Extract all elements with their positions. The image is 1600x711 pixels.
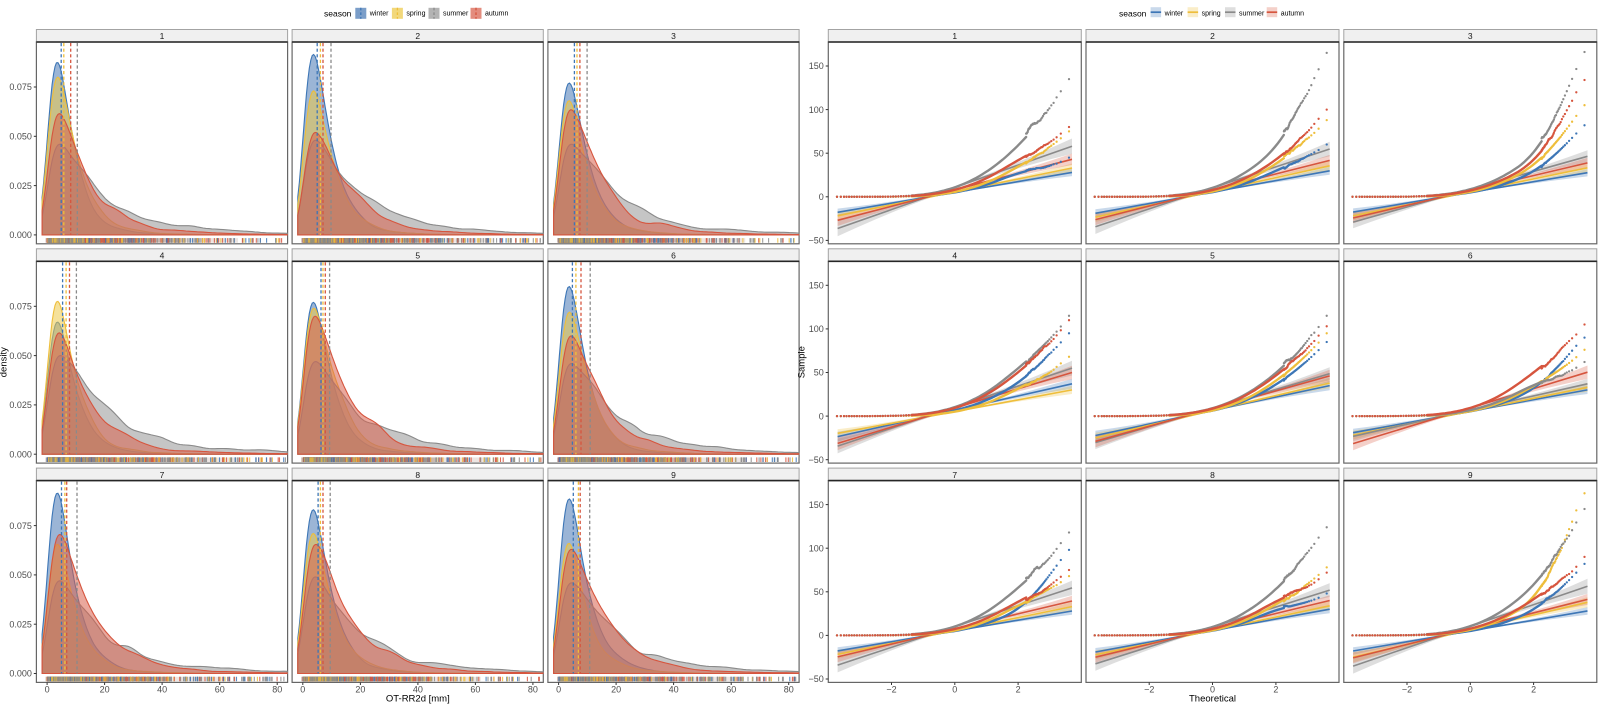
svg-text:−50: −50	[809, 674, 824, 684]
svg-text:80: 80	[528, 685, 538, 695]
svg-text:5: 5	[415, 251, 420, 261]
svg-text:autumn: autumn	[485, 11, 508, 18]
svg-text:season: season	[324, 8, 352, 18]
svg-text:0.000: 0.000	[9, 449, 32, 459]
svg-text:0.025: 0.025	[9, 181, 32, 191]
svg-text:60: 60	[726, 685, 736, 695]
svg-text:100: 100	[809, 324, 824, 334]
svg-text:summer: summer	[1239, 11, 1265, 18]
svg-text:40: 40	[669, 685, 679, 695]
svg-text:50: 50	[814, 148, 824, 158]
svg-text:4: 4	[952, 251, 957, 261]
svg-text:spring: spring	[1202, 11, 1221, 18]
svg-text:150: 150	[809, 281, 824, 291]
svg-text:40: 40	[413, 685, 423, 695]
svg-text:3: 3	[1468, 31, 1473, 41]
svg-text:autumn: autumn	[1281, 11, 1304, 18]
svg-text:0.075: 0.075	[9, 302, 32, 312]
svg-text:20: 20	[611, 685, 621, 695]
svg-text:60: 60	[470, 685, 480, 695]
svg-text:50: 50	[814, 368, 824, 378]
svg-text:Sample: Sample	[797, 346, 808, 378]
svg-text:2: 2	[1273, 685, 1278, 695]
svg-text:8: 8	[1210, 470, 1215, 480]
svg-text:0.075: 0.075	[9, 521, 32, 531]
svg-text:50: 50	[814, 587, 824, 597]
svg-text:3: 3	[671, 31, 676, 41]
svg-text:8: 8	[415, 470, 420, 480]
svg-text:2: 2	[1016, 685, 1021, 695]
svg-text:0.000: 0.000	[9, 669, 32, 679]
svg-text:60: 60	[215, 685, 225, 695]
svg-text:150: 150	[809, 61, 824, 71]
svg-text:5: 5	[1210, 251, 1215, 261]
svg-text:0: 0	[819, 411, 824, 421]
svg-text:Theoretical: Theoretical	[1189, 694, 1236, 705]
svg-text:2: 2	[415, 31, 420, 41]
svg-text:winter: winter	[1164, 11, 1184, 18]
svg-text:0: 0	[952, 685, 957, 695]
svg-text:0.050: 0.050	[9, 570, 32, 580]
svg-text:−2: −2	[1144, 685, 1154, 695]
svg-text:density: density	[0, 347, 10, 377]
svg-text:100: 100	[809, 105, 824, 115]
svg-text:40: 40	[157, 685, 167, 695]
svg-text:0: 0	[819, 192, 824, 202]
svg-text:0.050: 0.050	[9, 351, 32, 361]
svg-text:summer: summer	[443, 11, 469, 18]
svg-text:2: 2	[1210, 31, 1215, 41]
svg-text:1: 1	[952, 31, 957, 41]
svg-text:0: 0	[556, 685, 561, 695]
svg-text:0.050: 0.050	[9, 132, 32, 142]
svg-text:0.075: 0.075	[9, 82, 32, 92]
svg-text:season: season	[1119, 8, 1147, 18]
svg-text:−2: −2	[886, 685, 896, 695]
svg-text:0.025: 0.025	[9, 400, 32, 410]
svg-text:2: 2	[1531, 685, 1536, 695]
svg-text:OT-RR2d [mm]: OT-RR2d [mm]	[386, 694, 450, 705]
svg-text:6: 6	[1468, 251, 1473, 261]
svg-text:7: 7	[952, 470, 957, 480]
svg-text:0: 0	[300, 685, 305, 695]
svg-text:80: 80	[272, 685, 282, 695]
svg-text:spring: spring	[406, 11, 425, 18]
svg-text:100: 100	[809, 543, 824, 553]
svg-text:0.000: 0.000	[9, 230, 32, 240]
svg-text:winter: winter	[369, 11, 389, 18]
svg-text:6: 6	[671, 251, 676, 261]
svg-text:80: 80	[784, 685, 794, 695]
svg-text:9: 9	[1468, 470, 1473, 480]
svg-text:1: 1	[160, 31, 165, 41]
svg-text:−50: −50	[809, 236, 824, 246]
svg-text:20: 20	[100, 685, 110, 695]
svg-text:0: 0	[1210, 685, 1215, 695]
svg-text:7: 7	[160, 470, 165, 480]
svg-text:0: 0	[45, 685, 50, 695]
svg-text:150: 150	[809, 500, 824, 510]
svg-text:20: 20	[355, 685, 365, 695]
svg-text:0: 0	[819, 631, 824, 641]
svg-text:−50: −50	[809, 455, 824, 465]
svg-text:9: 9	[671, 470, 676, 480]
svg-text:0: 0	[1468, 685, 1473, 695]
svg-text:−2: −2	[1402, 685, 1412, 695]
svg-text:4: 4	[160, 251, 165, 261]
svg-text:0.025: 0.025	[9, 619, 32, 629]
